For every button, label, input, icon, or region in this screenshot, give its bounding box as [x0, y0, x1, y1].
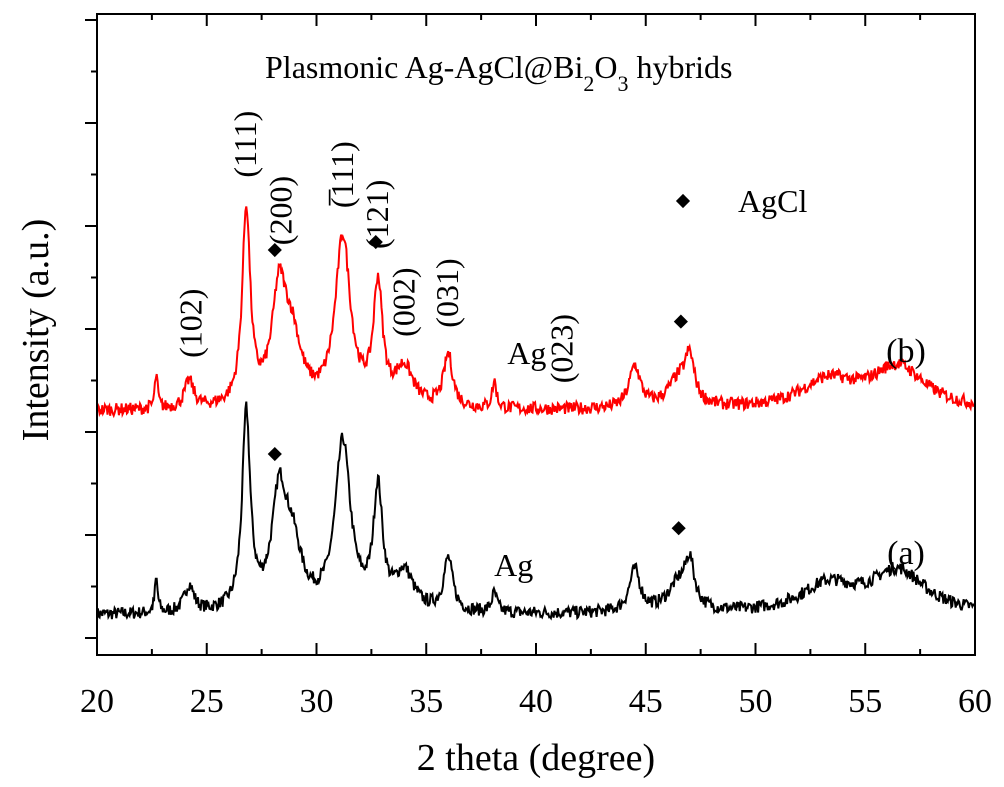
peak-label: (121) — [359, 180, 395, 249]
peak-label: (200) — [262, 176, 298, 245]
x-axis-label: 2 theta (degree) — [417, 737, 655, 779]
ag-annotation: Ag — [494, 547, 533, 583]
peak-label: (102) — [172, 289, 208, 358]
series-label: (a) — [887, 535, 925, 572]
peak-label: (̅111) — [324, 141, 360, 208]
agcl-marker — [267, 446, 282, 462]
plot-area: (a) (b) Ag Ag (102) (111)(200) (̅111)(121) (002… — [96, 111, 976, 621]
x-tick-label: 60 — [958, 683, 992, 720]
x-tick-label: 40 — [519, 683, 553, 720]
agcl-marker — [673, 314, 688, 329]
legend: AgCl — [675, 183, 807, 219]
x-tick-label: 55 — [848, 683, 882, 720]
peak-label: (023) — [543, 314, 579, 383]
agcl-marker — [671, 521, 686, 536]
ag-annotation: Ag — [507, 335, 546, 371]
legend-diamond-icon — [675, 193, 691, 209]
series-line — [96, 401, 976, 621]
y-axis-label: Intensity (a.u.) — [15, 219, 57, 442]
series-label: (b) — [886, 333, 926, 370]
agcl-marker — [368, 234, 383, 250]
peak-label: (031) — [429, 258, 465, 327]
legend-label: AgCl — [738, 183, 807, 219]
chart-title: Plasmonic Ag-AgCl@Bi2O3 hybrids — [265, 49, 732, 96]
peak-label: (002) — [385, 268, 421, 337]
peak-label: (111) — [227, 111, 263, 178]
x-tick-label: 35 — [409, 683, 443, 720]
x-tick-label: 30 — [300, 683, 334, 720]
series-line — [96, 206, 976, 419]
x-tick-label: 25 — [190, 683, 224, 720]
x-tick-label: 50 — [739, 683, 773, 720]
agcl-marker — [267, 242, 282, 258]
x-tick-label: 20 — [80, 683, 114, 720]
axes: 20 25 30 35 40 45 50 55 60 — [80, 13, 992, 720]
x-tick-label: 45 — [629, 683, 663, 720]
